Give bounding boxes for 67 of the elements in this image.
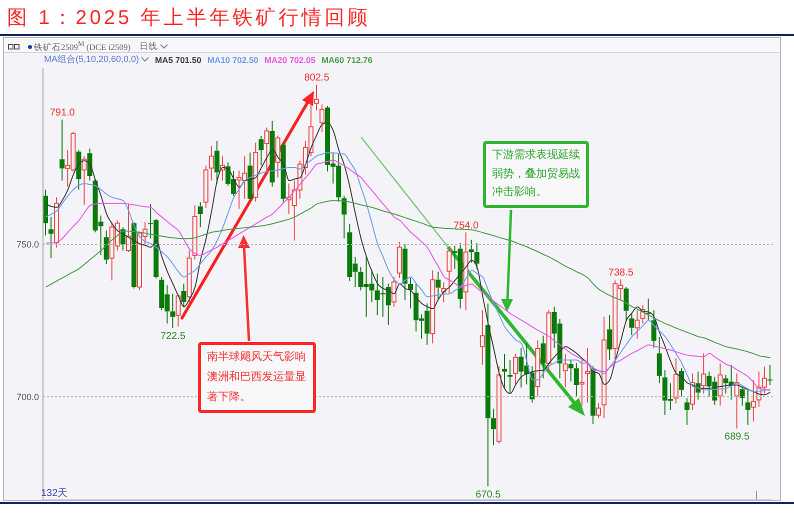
candlestick bbox=[767, 364, 772, 386]
candlestick bbox=[436, 271, 441, 300]
candlestick bbox=[320, 104, 325, 132]
text: MA10 702.50 bbox=[207, 54, 258, 64]
candlestick bbox=[408, 277, 413, 309]
candlestick bbox=[264, 127, 270, 172]
candlestick bbox=[485, 303, 490, 487]
annotation: 802.5 bbox=[304, 72, 330, 84]
candlestick bbox=[513, 353, 518, 385]
candlestick bbox=[131, 222, 136, 290]
text: MA60 712.76 bbox=[321, 54, 372, 64]
candlestick bbox=[508, 360, 513, 394]
candlestick bbox=[87, 148, 92, 182]
annotation: 670.5 bbox=[476, 489, 502, 500]
chart-title: 图 1：2025 年上半年铁矿行情回顾 bbox=[7, 7, 371, 29]
annotation: 下游需求表现延续弱势，叠加贸易战冲击影响。 bbox=[492, 149, 580, 198]
candlestick bbox=[48, 216, 54, 259]
candlestick bbox=[480, 310, 485, 366]
legend-title: MA组合(5,10,20,60,0,0) bbox=[44, 54, 140, 64]
y-tick-label: 750.0 bbox=[16, 240, 39, 250]
annotation: 722.5 bbox=[160, 331, 186, 342]
candlestick bbox=[104, 230, 109, 265]
candlestick bbox=[678, 368, 684, 398]
candlestick bbox=[656, 336, 662, 384]
chart-subtitle: 铁矿石2509$^{M}$ (DCE i2509) bbox=[34, 40, 131, 54]
annotation: 南半球飓风天气影响澳洲和巴西发运量显著下降。 bbox=[207, 351, 306, 403]
text: MA5 701.50 bbox=[155, 54, 202, 64]
candlestick bbox=[60, 119, 65, 182]
candlestick bbox=[208, 145, 214, 182]
callout-box: 南半球飓风天气影响澳洲和巴西发运量显著下降。 bbox=[198, 342, 316, 413]
text: 日线 bbox=[140, 40, 158, 51]
candlestick bbox=[634, 310, 640, 340]
candlestick bbox=[624, 286, 629, 322]
candlestick bbox=[750, 379, 756, 422]
candlestick bbox=[468, 239, 474, 264]
candlestick bbox=[607, 314, 612, 361]
candlestick bbox=[214, 140, 220, 184]
candlestick bbox=[562, 353, 568, 388]
candlestick bbox=[170, 293, 176, 329]
candlestick bbox=[198, 202, 203, 228]
candlestick bbox=[258, 135, 264, 166]
candlestick bbox=[203, 165, 208, 208]
callout-box: 下游需求表现延续弱势，叠加贸易战冲击影响。 bbox=[483, 141, 589, 208]
y-tick-label: 700.0 bbox=[16, 392, 39, 402]
candlestick bbox=[574, 362, 579, 398]
candlestick bbox=[82, 156, 87, 206]
candlestick bbox=[579, 360, 584, 406]
annotation: 689.5 bbox=[724, 432, 750, 443]
candlestick bbox=[718, 362, 723, 406]
candlestick bbox=[540, 335, 546, 379]
candlestick bbox=[430, 270, 436, 344]
annotation: 754.0 bbox=[454, 220, 480, 232]
candlestick bbox=[584, 347, 590, 404]
text: MA20 702.05 bbox=[264, 54, 316, 64]
annotation: 791.0 bbox=[50, 108, 76, 119]
candlestick bbox=[270, 120, 275, 188]
candlestick bbox=[76, 150, 82, 190]
candlestick bbox=[502, 353, 508, 388]
candlestick bbox=[745, 389, 750, 426]
candlestick bbox=[314, 84, 319, 111]
candlestick bbox=[602, 316, 607, 419]
candlestick bbox=[673, 358, 678, 404]
annotation: 738.5 bbox=[608, 267, 634, 278]
candlestick bbox=[490, 408, 496, 446]
candlestick bbox=[535, 340, 540, 398]
annotation: 132天 bbox=[41, 488, 68, 499]
candlestick bbox=[684, 398, 690, 426]
